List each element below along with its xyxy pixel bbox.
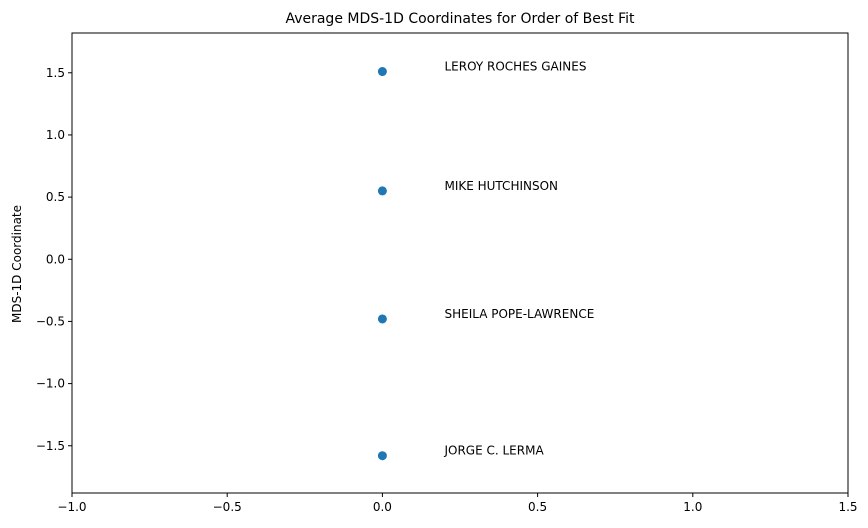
data-point <box>377 314 387 324</box>
point-label: JORGE C. LERMA <box>443 444 544 458</box>
y-axis-label: MDS-1D Coordinate <box>10 205 24 323</box>
plot-frame <box>71 32 849 494</box>
point-label: MIKE HUTCHINSON <box>444 179 558 193</box>
point-label: LEROY ROCHES GAINES <box>444 60 586 74</box>
data-point <box>377 67 387 77</box>
plot-area: −1.0 −0.5 0.0 0.5 1.0 1.5 −1.5 −1.0 −0.5 0.0 0.5 1.… <box>36 32 858 514</box>
x-tick-label: 0.5 <box>528 500 547 514</box>
y-tick-label: 1.5 <box>46 66 65 80</box>
y-tick-label: 0.5 <box>46 190 65 204</box>
y-tick-label: −0.5 <box>36 314 65 328</box>
x-tick-label: −1.0 <box>57 500 86 514</box>
x-tick-label: −0.5 <box>213 500 242 514</box>
x-tick-label: 0.0 <box>373 500 392 514</box>
data-point <box>377 186 387 196</box>
x-tick-label: 1.5 <box>838 500 857 514</box>
y-tick-label: −1.0 <box>36 377 65 391</box>
chart-title: Average MDS-1D Coordinates for Order of … <box>285 11 635 27</box>
y-tick-label: 1.0 <box>46 128 65 142</box>
data-point <box>377 451 387 461</box>
x-tick-label: 1.0 <box>683 500 702 514</box>
point-label: SHEILA POPE-LAWRENCE <box>444 307 594 321</box>
y-tick-label: 0.0 <box>46 252 65 266</box>
y-tick-label: −1.5 <box>36 439 65 453</box>
